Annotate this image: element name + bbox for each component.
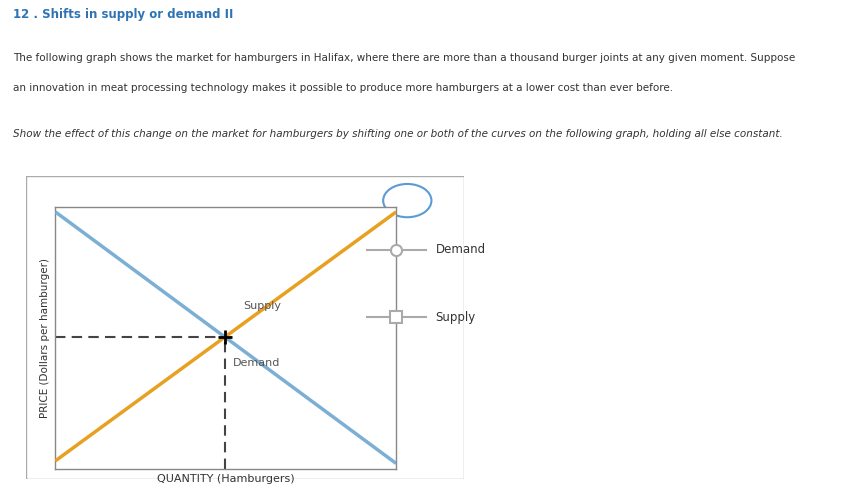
Circle shape xyxy=(383,184,431,217)
Text: an innovation in meat processing technology makes it possible to produce more ha: an innovation in meat processing technol… xyxy=(13,83,673,93)
FancyBboxPatch shape xyxy=(26,176,464,479)
Text: Demand: Demand xyxy=(435,243,486,257)
Text: Supply: Supply xyxy=(243,301,281,311)
Text: The following graph shows the market for hamburgers in Halifax, where there are : The following graph shows the market for… xyxy=(13,53,795,63)
Y-axis label: PRICE (Dollars per hamburger): PRICE (Dollars per hamburger) xyxy=(40,258,49,418)
Text: Show the effect of this change on the market for hamburgers by shifting one or b: Show the effect of this change on the ma… xyxy=(13,129,782,139)
Text: 12 . Shifts in supply or demand II: 12 . Shifts in supply or demand II xyxy=(13,8,233,21)
X-axis label: QUANTITY (Hamburgers): QUANTITY (Hamburgers) xyxy=(157,474,295,484)
Text: Supply: Supply xyxy=(435,310,475,324)
Text: ?: ? xyxy=(404,196,411,209)
Text: Demand: Demand xyxy=(233,358,280,368)
